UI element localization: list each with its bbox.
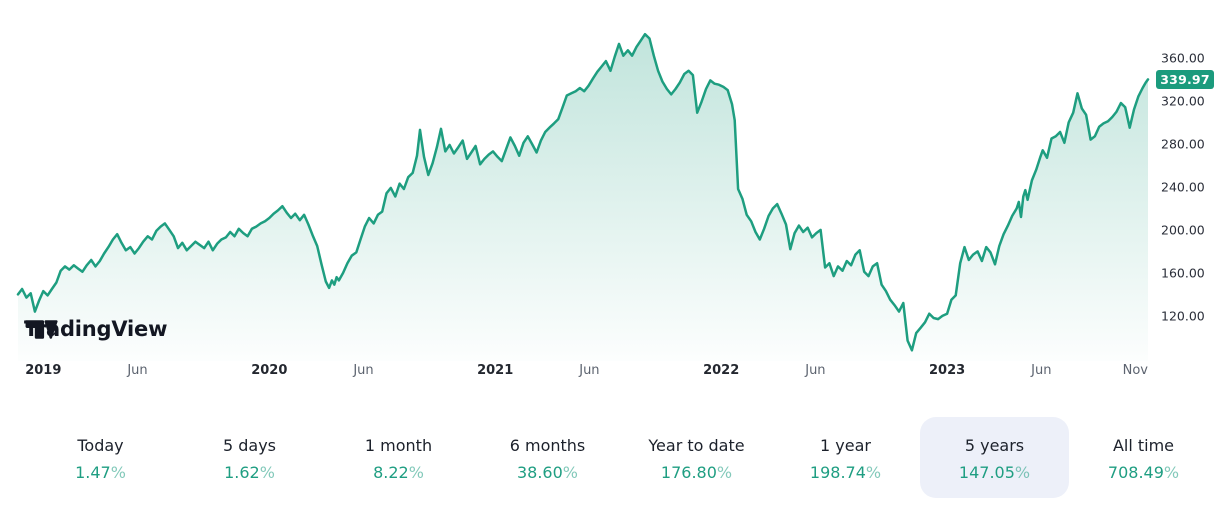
price-chart[interactable]: 2019 Jun 2020 Jun 2021 Jun 2022 Jun 2023 Jun Nov 3… [0,0,1218,395]
tab-all-time[interactable]: All time 708.49% [1069,417,1218,498]
x-axis-label: Jun [578,363,599,378]
tab-label: All time [1112,436,1175,455]
y-axis-label: 360.00 [1161,50,1205,65]
tab-change-percent: 147.05% [958,463,1031,482]
x-axis-label: 2022 [703,363,739,378]
percent-sign: % [562,463,578,482]
percent-sign: % [408,463,424,482]
tab-1-year[interactable]: 1 year 198.74% [771,417,920,498]
tab-6-months[interactable]: 6 months 38.60% [473,417,622,498]
y-axis-label: 160.00 [1161,265,1205,280]
last-price-badge: 339.97 [1156,70,1214,89]
tab-5-years[interactable]: 5 years 147.05% [920,417,1069,498]
y-axis-label: 320.00 [1161,93,1205,108]
tab-change-percent: 8.22% [373,463,424,482]
x-axis-label: 2021 [477,363,513,378]
x-axis: 2019 Jun 2020 Jun 2021 Jun 2022 Jun 2023 Jun Nov [25,363,1148,378]
tab-label: 6 months [509,436,586,455]
x-axis-label: Jun [804,363,825,378]
x-axis-label: Jun [1030,363,1051,378]
tradingview-logo-icon [25,320,58,339]
y-axis-label: 240.00 [1161,179,1205,194]
tab-1-month[interactable]: 1 month 8.22% [324,417,473,498]
y-axis-label: 200.00 [1161,222,1205,237]
percent-sign: % [259,463,275,482]
tab-change-percent: 176.80% [660,463,733,482]
x-axis-label: Nov [1123,363,1149,378]
y-axis-label: 120.00 [1161,308,1205,323]
x-axis-label: 2019 [25,363,61,378]
x-axis-label: Jun [352,363,373,378]
x-axis-label: Jun [126,363,147,378]
tab-change-percent: 1.62% [224,463,275,482]
percent-sign: % [1014,463,1031,482]
percent-sign: % [865,463,882,482]
tab-label: Year to date [648,436,745,455]
tab-today[interactable]: Today 1.47% [26,417,175,498]
tab-change-percent: 1.47% [75,463,126,482]
percent-sign: % [716,463,733,482]
tab-change-percent: 38.60% [516,463,578,482]
x-axis-label: 2023 [929,363,965,378]
tab-5-days[interactable]: 5 days 1.62% [175,417,324,498]
percent-sign: % [1163,463,1180,482]
tab-change-percent: 198.74% [809,463,882,482]
x-axis-label: 2020 [251,363,287,378]
tab-label: 5 days [222,436,277,455]
tab-change-percent: 708.49% [1107,463,1180,482]
percent-sign: % [110,463,126,482]
range-tabs: Today 1.47% 5 days 1.62% 1 month 8.22% 6 month… [26,417,1218,498]
y-axis-label: 280.00 [1161,136,1205,151]
y-axis: 360.00 320.00 280.00 240.00 200.00 160.00 120.… [1161,50,1205,323]
tab-year-to-date[interactable]: Year to date 176.80% [622,417,771,498]
tradingview-logo[interactable]: TradingView [24,317,167,341]
tab-label: 1 month [364,436,433,455]
price-line [16,32,1150,352]
price-area-fill [18,34,1148,361]
tab-label: Today [77,436,124,455]
price-chart-canvas[interactable]: 2019 Jun 2020 Jun 2021 Jun 2022 Jun 2023 Jun Nov 3… [0,0,1218,395]
tab-label: 1 year [820,436,871,455]
tab-label: 5 years [964,436,1025,455]
